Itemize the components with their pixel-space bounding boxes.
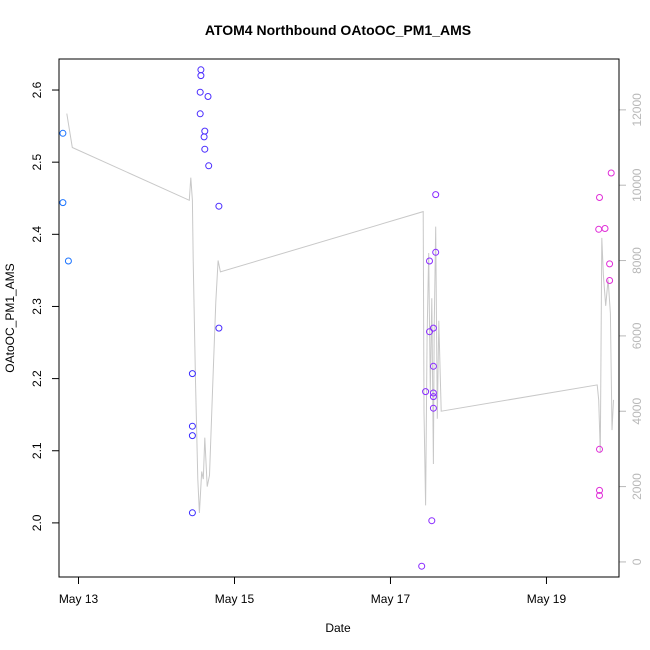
secondary-y-tick-label: 6000 [630,322,644,349]
data-point [64,257,72,265]
data-point [606,277,614,284]
data-point [188,370,196,378]
y-tick-label: 2.6 [30,81,44,98]
data-point [215,324,223,332]
secondary-y-tick-label: 8000 [630,247,644,274]
data-point [59,199,67,207]
data-point [596,445,603,453]
data-point [197,66,205,74]
y-tick-label: 2.3 [30,298,44,315]
data-point [205,162,213,170]
data-point [606,260,614,268]
secondary-y-tick-label: 2000 [630,473,644,500]
data-point [432,191,440,199]
data-point [426,257,433,265]
data-point [422,388,430,396]
data-point [215,202,223,210]
y-tick-label: 2.4 [30,226,44,243]
data-point [596,492,603,499]
data-point [595,225,603,233]
data-point [188,422,196,430]
secondary-series-line [66,113,614,514]
axes-layer: May 13 May 15 May 17 May 19 2.0 2.1 2.2 2.3 2.4 2… [30,81,644,606]
data-point [429,393,437,401]
data-point [197,72,205,80]
data-point [59,129,67,137]
y-tick-label: 2.2 [30,370,44,387]
data-point [429,324,437,332]
x-tick-label: May 17 [371,592,411,606]
data-point [607,169,615,177]
data-point [418,562,426,570]
x-axis-label: Date [325,621,351,635]
data-point [432,248,440,256]
points-layer [59,66,615,570]
y-tick-label: 2.5 [30,154,44,171]
secondary-line-layer [66,113,614,514]
data-point [428,517,436,525]
x-tick-label: May 19 [527,592,567,606]
y-axis-label: OAtoOC_PM1_AMS [3,263,17,372]
data-point [200,133,208,141]
data-point [196,88,204,96]
data-point [429,389,437,397]
data-point [201,145,209,153]
data-point [596,486,603,494]
secondary-y-tick-label: 10000 [630,168,644,202]
plot-frame [58,58,620,578]
data-point [429,362,437,370]
secondary-y-tick-label: 12000 [630,93,644,127]
secondary-y-tick-label: 0 [630,558,644,565]
x-tick-label: May 13 [59,592,99,606]
data-point [426,328,433,336]
chart-title: ATOM4 Northbound OAtoOC_PM1_AMS [205,22,471,38]
secondary-y-tick-label: 4000 [630,398,644,425]
x-tick-label: May 15 [215,592,255,606]
y-tick-label: 2.1 [30,442,44,459]
data-point [429,404,437,412]
data-point [204,93,212,100]
data-point [601,225,609,232]
data-point [196,110,204,118]
y-tick-label: 2.0 [30,514,44,531]
data-point [188,432,196,440]
data-point [201,127,209,135]
data-point [596,194,603,201]
data-point [188,509,196,517]
